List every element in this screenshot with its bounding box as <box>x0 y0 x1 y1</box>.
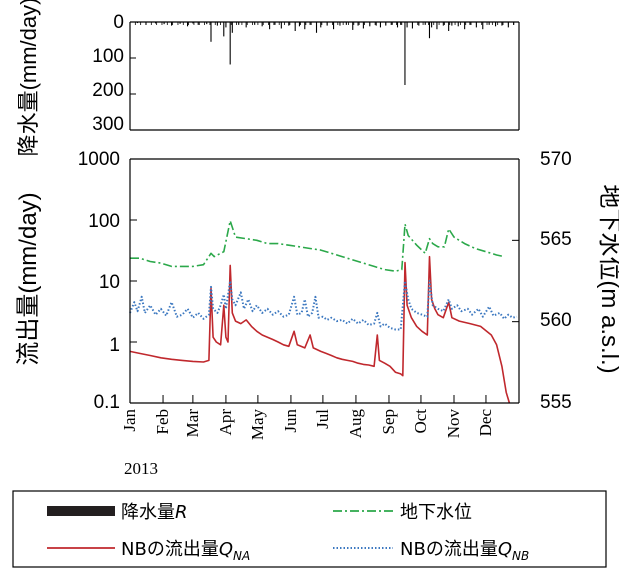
gw-ytick-565: 565 <box>540 229 572 250</box>
discharge-ytick-1: 1 <box>109 335 120 356</box>
month-label-Jul: Jul <box>313 409 332 429</box>
month-label-Nov: Nov <box>444 409 463 439</box>
discharge-ytick-0.1: 0.1 <box>94 392 120 413</box>
precip-ytick-100: 100 <box>92 46 124 67</box>
month-label-Jun: Jun <box>281 409 300 433</box>
precip-ytick-300: 300 <box>92 114 124 135</box>
legend: 降水量R 地下水位 NBの流出量QNA NBの流出量QNB <box>12 490 607 568</box>
legend-label-precip-text: 降水量 <box>121 502 175 523</box>
discharge-panel: 流出量(mm/day) 地下水位(m a.s.l.) 0.1 1 10 100 … <box>15 149 619 478</box>
precip-ylabel: 降水量(mm/day) <box>16 0 41 156</box>
month-label-Oct: Oct <box>411 409 430 434</box>
legend-label-gw: 地下水位 <box>400 502 472 523</box>
gw-ytick-570: 570 <box>540 149 572 170</box>
series-lines <box>129 220 518 404</box>
month-label-Mar: Mar <box>183 409 202 438</box>
legend-label-precip: 降水量R <box>121 502 188 523</box>
legend-label-gw-text: 地下水位 <box>400 502 472 523</box>
gw-ytick-555: 555 <box>540 392 572 413</box>
precip-panel: 降水量(mm/day) 0 100 200 300 <box>16 0 520 156</box>
legend-label-qna-sym: Q <box>219 539 233 560</box>
gw-line <box>130 220 505 272</box>
qna-line <box>129 255 511 404</box>
gw-ylabel: 地下水位(m a.s.l.) <box>596 184 619 373</box>
legend-label-qnb-sub: NB <box>512 549 529 563</box>
legend-label-qna-sub: NA <box>233 549 250 563</box>
discharge-ytick-100: 100 <box>88 211 120 232</box>
month-label-Feb: Feb <box>153 409 172 435</box>
month-label-Dec: Dec <box>476 409 495 437</box>
month-label-May: May <box>248 409 267 441</box>
legend-label-qnb-sym: Q <box>498 539 512 560</box>
month-labels: Jan Feb Mar Apr May Jun Jul Aug Sep Oct Nov Dec <box>120 409 495 441</box>
discharge-ytick-1000: 1000 <box>78 149 120 170</box>
legend-label-qna-text: NBの流出量 <box>121 539 219 560</box>
qnb-line <box>129 280 518 331</box>
precip-frame <box>129 21 520 131</box>
legend-label-qna: NBの流出量QNA <box>121 539 250 563</box>
year-label: 2013 <box>124 459 158 478</box>
gw-ytick-560: 560 <box>540 310 572 331</box>
legend-label-precip-sym: R <box>175 502 188 523</box>
month-label-Sep: Sep <box>379 409 398 435</box>
month-label-Aug: Aug <box>346 409 365 439</box>
discharge-ytick-10: 10 <box>99 272 120 293</box>
precip-bars <box>136 22 515 85</box>
month-label-Apr: Apr <box>216 409 235 436</box>
precip-ytick-0: 0 <box>113 12 124 33</box>
precip-ytick-200: 200 <box>92 80 124 101</box>
discharge-ylabel: 流出量(mm/day) <box>15 192 42 365</box>
legend-swatch-precip <box>47 506 115 516</box>
month-label-Jan: Jan <box>120 409 139 432</box>
legend-box <box>12 490 607 568</box>
legend-label-qnb-text: NBの流出量 <box>400 539 498 560</box>
discharge-frame <box>129 158 520 404</box>
legend-label-qnb: NBの流出量QNB <box>400 539 529 563</box>
